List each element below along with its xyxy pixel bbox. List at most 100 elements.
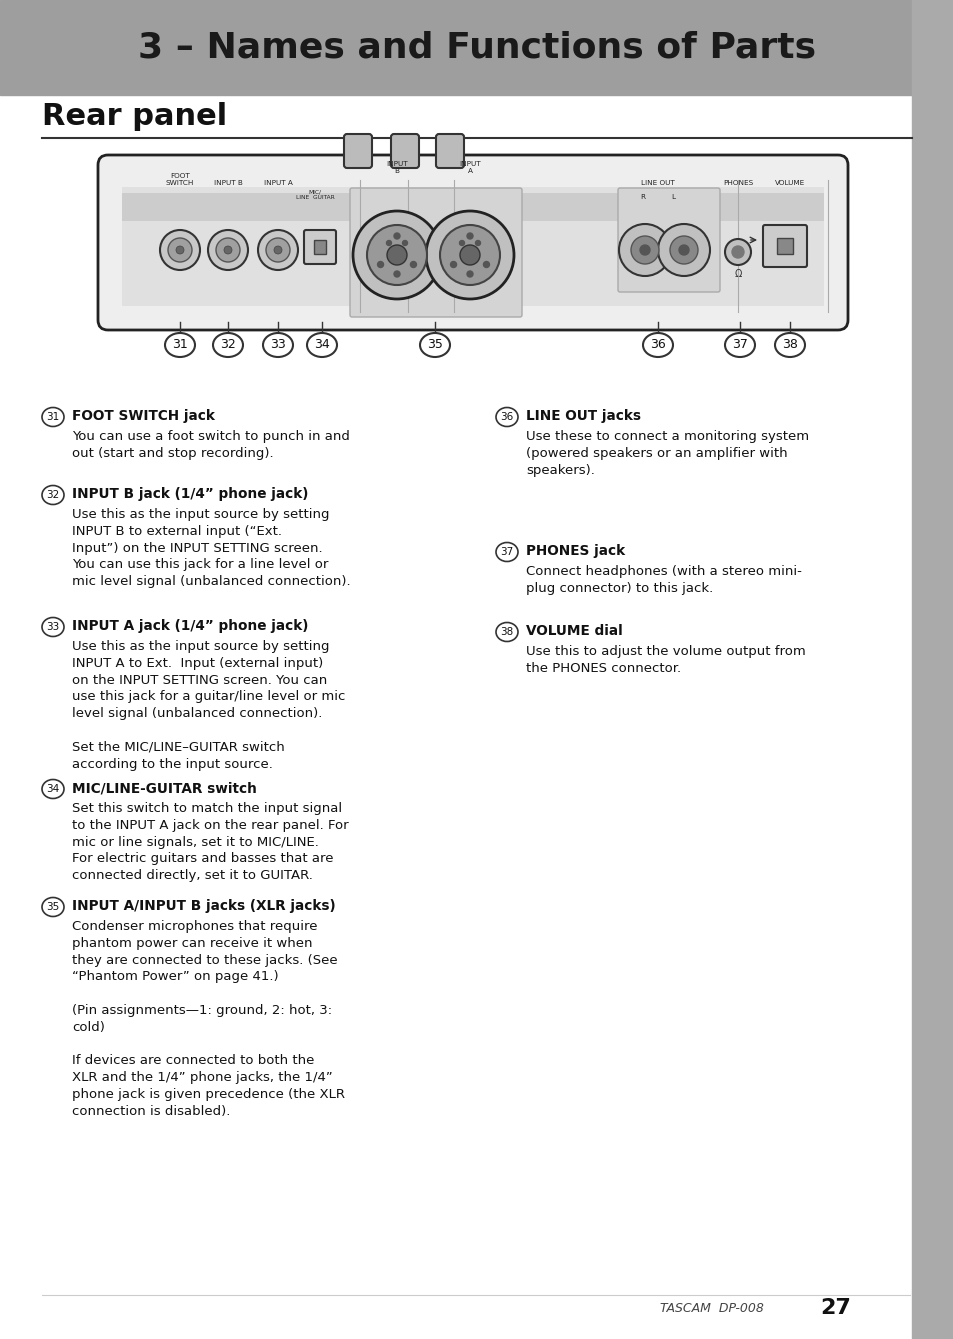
Text: INPUT
B: INPUT B	[386, 161, 407, 174]
Text: L: L	[670, 194, 675, 200]
Text: LINE OUT: LINE OUT	[640, 179, 674, 186]
Ellipse shape	[496, 407, 517, 427]
Text: Condenser microphones that require
phantom power can receive it when
they are co: Condenser microphones that require phant…	[71, 920, 345, 1118]
Text: 31: 31	[47, 412, 59, 422]
Circle shape	[224, 246, 232, 254]
Text: 34: 34	[314, 339, 330, 352]
Circle shape	[168, 238, 192, 262]
FancyBboxPatch shape	[304, 230, 335, 264]
Ellipse shape	[42, 617, 64, 636]
Circle shape	[618, 224, 670, 276]
Text: Set this switch to match the input signal
to the INPUT A jack on the rear panel.: Set this switch to match the input signa…	[71, 802, 348, 882]
Text: 36: 36	[649, 339, 665, 352]
Text: 32: 32	[47, 490, 59, 499]
Ellipse shape	[496, 542, 517, 561]
FancyBboxPatch shape	[436, 134, 463, 167]
Circle shape	[160, 230, 200, 270]
Circle shape	[439, 225, 499, 285]
Circle shape	[394, 233, 399, 238]
Text: Use this to adjust the volume output from
the PHONES connector.: Use this to adjust the volume output fro…	[525, 645, 805, 675]
Text: INPUT A/INPUT B jacks (XLR jacks): INPUT A/INPUT B jacks (XLR jacks)	[71, 898, 335, 913]
Circle shape	[394, 270, 399, 277]
Circle shape	[426, 212, 514, 299]
FancyBboxPatch shape	[344, 134, 372, 167]
Circle shape	[266, 238, 290, 262]
Text: MIC/LINE-GUITAR switch: MIC/LINE-GUITAR switch	[71, 781, 256, 795]
Text: 37: 37	[500, 548, 513, 557]
Text: INPUT A: INPUT A	[263, 179, 293, 186]
Text: Use these to connect a monitoring system
(powered speakers or an amplifier with
: Use these to connect a monitoring system…	[525, 430, 808, 477]
Text: 27: 27	[820, 1297, 850, 1318]
Circle shape	[387, 245, 407, 265]
Circle shape	[658, 224, 709, 276]
Circle shape	[215, 238, 240, 262]
Text: Use this as the input source by setting
INPUT B to external input (“Ext.
Input”): Use this as the input source by setting …	[71, 507, 351, 588]
Ellipse shape	[419, 333, 450, 358]
Bar	[0, 0, 953, 95]
Text: MIC/
LINE  GUITAR: MIC/ LINE GUITAR	[295, 189, 334, 200]
Text: 34: 34	[47, 785, 59, 794]
Text: 33: 33	[47, 623, 59, 632]
Circle shape	[386, 241, 391, 245]
Text: INPUT B jack (1/4” phone jack): INPUT B jack (1/4” phone jack)	[71, 487, 308, 501]
Circle shape	[731, 246, 743, 258]
Text: Ω: Ω	[734, 269, 740, 279]
Bar	[911, 0, 953, 1339]
Text: PHONES: PHONES	[722, 179, 752, 186]
Text: VOLUME dial: VOLUME dial	[525, 624, 622, 637]
FancyBboxPatch shape	[350, 187, 521, 317]
Circle shape	[367, 225, 427, 285]
Text: 38: 38	[500, 627, 513, 637]
Ellipse shape	[774, 333, 804, 358]
Circle shape	[669, 236, 698, 264]
Text: 36: 36	[500, 412, 513, 422]
Ellipse shape	[42, 779, 64, 798]
Circle shape	[630, 236, 659, 264]
Circle shape	[467, 233, 473, 238]
Text: 3 – Names and Functions of Parts: 3 – Names and Functions of Parts	[138, 31, 815, 64]
Circle shape	[274, 246, 282, 254]
Text: You can use a foot switch to punch in and
out (start and stop recording).: You can use a foot switch to punch in an…	[71, 430, 350, 459]
Text: LINE OUT jacks: LINE OUT jacks	[525, 408, 640, 423]
Circle shape	[353, 212, 440, 299]
Text: 38: 38	[781, 339, 797, 352]
Circle shape	[679, 245, 688, 254]
Text: 35: 35	[427, 339, 442, 352]
FancyBboxPatch shape	[762, 225, 806, 266]
Text: PHONES jack: PHONES jack	[525, 544, 624, 558]
Text: 32: 32	[220, 339, 235, 352]
Circle shape	[257, 230, 297, 270]
Ellipse shape	[263, 333, 293, 358]
Bar	[122, 187, 823, 307]
Circle shape	[639, 245, 649, 254]
Text: Connect headphones (with a stereo mini-
plug connector) to this jack.: Connect headphones (with a stereo mini- …	[525, 565, 801, 595]
Bar	[122, 193, 823, 221]
Ellipse shape	[42, 407, 64, 427]
FancyBboxPatch shape	[98, 155, 847, 329]
Circle shape	[724, 238, 750, 265]
Circle shape	[450, 261, 456, 268]
Circle shape	[459, 245, 479, 265]
Text: INPUT A jack (1/4” phone jack): INPUT A jack (1/4” phone jack)	[71, 619, 308, 633]
Circle shape	[459, 241, 464, 245]
Text: 31: 31	[172, 339, 188, 352]
Ellipse shape	[724, 333, 754, 358]
Circle shape	[208, 230, 248, 270]
Ellipse shape	[213, 333, 243, 358]
Text: VOLUME: VOLUME	[774, 179, 804, 186]
Ellipse shape	[42, 486, 64, 505]
Circle shape	[377, 261, 383, 268]
FancyBboxPatch shape	[391, 134, 418, 167]
Text: Use this as the input source by setting
INPUT A to Ext.  Input (external input)
: Use this as the input source by setting …	[71, 640, 345, 771]
Text: 33: 33	[270, 339, 286, 352]
Text: Rear panel: Rear panel	[42, 102, 227, 131]
Text: INPUT B: INPUT B	[213, 179, 242, 186]
Text: 37: 37	[731, 339, 747, 352]
Circle shape	[467, 270, 473, 277]
Bar	[314, 240, 326, 254]
Text: FOOT SWITCH jack: FOOT SWITCH jack	[71, 408, 214, 423]
Ellipse shape	[165, 333, 194, 358]
Ellipse shape	[42, 897, 64, 916]
Circle shape	[483, 261, 489, 268]
Text: TASCAM  DP-008: TASCAM DP-008	[659, 1302, 763, 1315]
